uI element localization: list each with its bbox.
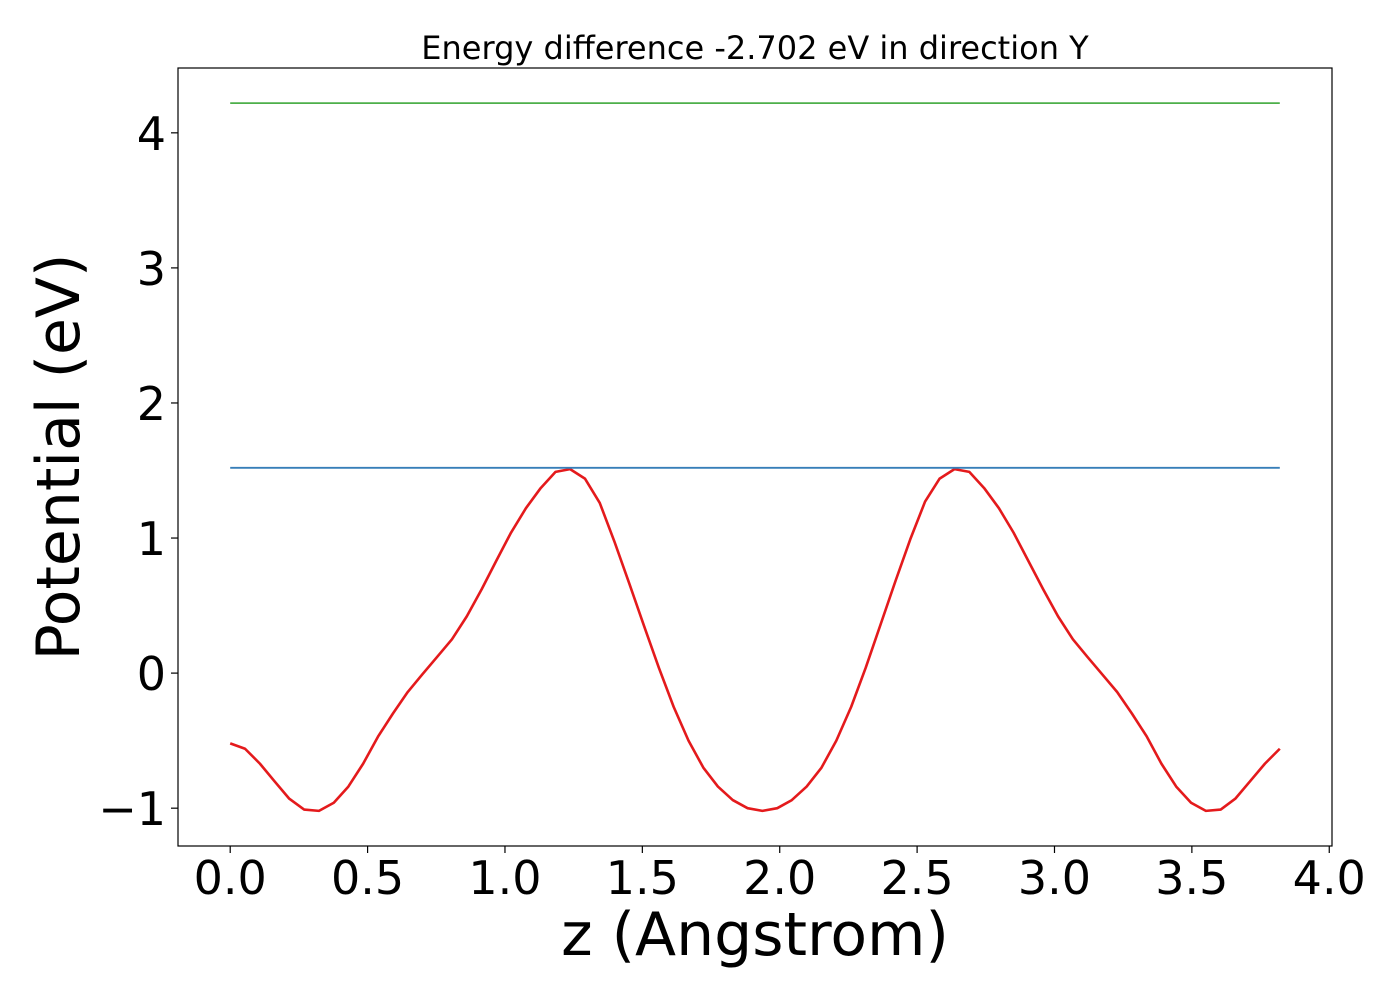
y-tick-label: 3 [137,242,166,296]
x-tick-label: 1.0 [468,851,541,905]
chart-title: Energy difference -2.702 eV in direction… [421,29,1089,67]
y-tick-label: 1 [137,512,166,566]
x-tick-label: 3.0 [1018,851,1091,905]
x-tick-label: 3.5 [1155,851,1228,905]
x-tick-label: 2.0 [743,851,816,905]
x-tick-label: 4.0 [1293,851,1366,905]
x-axis-label: z (Angstrom) [561,900,949,970]
y-tick-label: 2 [137,377,166,431]
x-tick-label: 2.5 [881,851,954,905]
y-tick-label: −1 [98,782,166,836]
x-tick-label: 1.5 [606,851,679,905]
x-tick-label: 0.5 [331,851,404,905]
y-axis-label: Potential (eV) [24,254,94,661]
line-series [229,467,1281,813]
y-tick-label: 4 [137,107,166,161]
y-tick-label: 0 [137,647,166,701]
x-tick-label: 0.0 [194,851,267,905]
plot-frame [177,67,1333,847]
